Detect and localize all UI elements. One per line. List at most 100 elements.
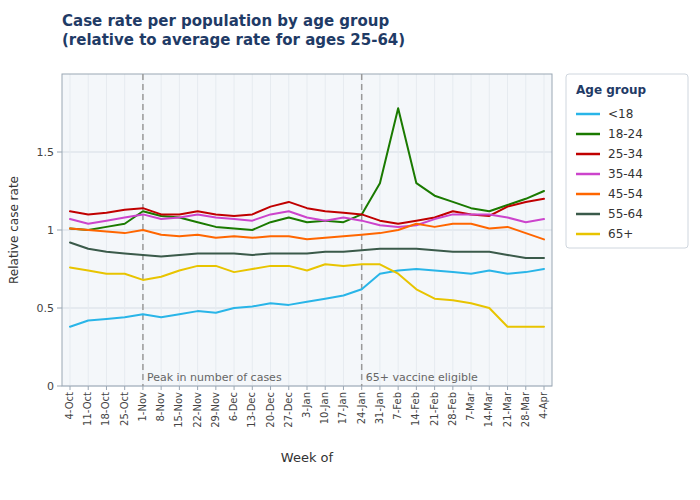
legend-swatch bbox=[576, 133, 600, 136]
x-tick bbox=[124, 386, 125, 390]
x-tick bbox=[398, 386, 399, 390]
x-tick bbox=[471, 386, 472, 390]
x-tick bbox=[142, 386, 143, 390]
x-tick-label: 6-Dec bbox=[228, 392, 239, 421]
x-grid-line bbox=[343, 74, 344, 386]
legend-entry: 65+ bbox=[608, 227, 633, 241]
x-tick-label: 20-Dec bbox=[265, 392, 276, 428]
x-grid-line bbox=[161, 74, 162, 386]
x-tick-label: 15-Nov bbox=[173, 392, 184, 428]
x-tick bbox=[416, 386, 417, 390]
x-grid-line bbox=[197, 74, 198, 386]
plot-frame bbox=[62, 74, 552, 386]
x-grid-line bbox=[361, 74, 362, 386]
page-body: {"chart_data": { "type": "line", "title"… bbox=[0, 0, 700, 500]
y-tick-label: 0.5 bbox=[37, 302, 55, 315]
x-tick bbox=[343, 386, 344, 390]
legend-title: Age group bbox=[576, 83, 646, 97]
annotation-line bbox=[361, 74, 363, 386]
x-tick bbox=[197, 386, 198, 390]
x-axis-label: Week of bbox=[281, 450, 334, 465]
data-lines bbox=[70, 108, 544, 326]
x-tick bbox=[525, 386, 526, 390]
legend-entry: 55-64 bbox=[608, 207, 643, 221]
x-tick-label: 28-Feb bbox=[447, 392, 458, 426]
x-tick-label: 1-Nov bbox=[137, 392, 148, 422]
x-tick-label: 3-Jan bbox=[301, 392, 312, 418]
x-grid-line bbox=[234, 74, 235, 386]
x-grid-line bbox=[307, 74, 308, 386]
x-grid-line bbox=[379, 74, 380, 386]
x-tick bbox=[544, 386, 545, 390]
x-grid-line bbox=[416, 74, 417, 386]
legend-entry: 18-24 bbox=[608, 127, 643, 141]
x-tick-label: 4-Oct bbox=[64, 392, 75, 420]
y-tick bbox=[57, 308, 62, 309]
x-grid-line bbox=[471, 74, 472, 386]
x-grid-line bbox=[106, 74, 107, 386]
legend-entry: <18 bbox=[608, 107, 633, 121]
x-tick bbox=[252, 386, 253, 390]
series-line bbox=[70, 242, 544, 258]
x-tick-label: 27-Dec bbox=[283, 392, 294, 428]
legend-swatch bbox=[576, 153, 600, 156]
title: Case rate per population by age group(re… bbox=[62, 12, 405, 49]
x-tick bbox=[379, 386, 380, 390]
page: Chart html, body { margin: 0; padding: 0… bbox=[0, 0, 700, 500]
x-tick bbox=[325, 386, 326, 390]
x-tick-label: 13-Dec bbox=[246, 392, 257, 428]
y-tick-label: 1.5 bbox=[37, 146, 55, 159]
x-tick bbox=[489, 386, 490, 390]
title-line: (relative to average rate for ages 25-64… bbox=[62, 31, 405, 49]
annotation-text: 65+ vaccine eligible bbox=[366, 371, 478, 384]
title-line: Case rate per population by age group bbox=[62, 12, 389, 30]
x-tick bbox=[270, 386, 271, 390]
x-grid-line bbox=[179, 74, 180, 386]
x-tick-label: 21-Feb bbox=[429, 392, 440, 426]
x-tick bbox=[452, 386, 453, 390]
x-tick-label: 7-Mar bbox=[465, 391, 476, 421]
x-tick-label: 21-Mar bbox=[502, 391, 513, 427]
y-tick bbox=[57, 152, 62, 153]
plot-area bbox=[62, 74, 552, 386]
x-tick-label: 11-Oct bbox=[82, 392, 93, 426]
x-tick-label: 29-Nov bbox=[210, 392, 221, 428]
x-grid-line bbox=[215, 74, 216, 386]
x-tick-label: 8-Nov bbox=[155, 392, 166, 422]
series-line bbox=[70, 108, 544, 230]
x-tick bbox=[215, 386, 216, 390]
x-grid-line bbox=[325, 74, 326, 386]
x-tick bbox=[507, 386, 508, 390]
x-tick bbox=[307, 386, 308, 390]
x-tick-label: 7-Feb bbox=[392, 392, 403, 420]
legend: Age group<1818-2425-3435-4445-5455-6465+ bbox=[566, 74, 688, 248]
legend-swatch bbox=[576, 193, 600, 196]
y-tick bbox=[57, 386, 62, 387]
x-tick-label: 14-Feb bbox=[410, 392, 421, 426]
series-line bbox=[70, 264, 544, 326]
x-tick bbox=[179, 386, 180, 390]
x-tick-label: 14-Mar bbox=[483, 391, 494, 427]
y-axis-label: Relative case rate bbox=[7, 176, 21, 284]
x-tick-label: 10-Jan bbox=[319, 392, 330, 424]
grid bbox=[62, 74, 552, 386]
legend-entry: 35-44 bbox=[608, 167, 643, 181]
series-line bbox=[70, 269, 544, 327]
legend-entry: 25-34 bbox=[608, 147, 643, 161]
x-tick bbox=[88, 386, 89, 390]
x-tick-label: 22-Nov bbox=[192, 392, 203, 428]
x-grid-line bbox=[434, 74, 435, 386]
x-tick-label: 25-Oct bbox=[119, 392, 130, 426]
x-tick bbox=[161, 386, 162, 390]
x-grid-line bbox=[489, 74, 490, 386]
legend-swatch bbox=[576, 113, 600, 116]
x-tick-label: 17-Jan bbox=[337, 392, 348, 424]
x-grid-line bbox=[124, 74, 125, 386]
x-grid-line bbox=[288, 74, 289, 386]
x-grid-line bbox=[544, 74, 545, 386]
x-tick-label: 28-Mar bbox=[520, 391, 531, 427]
x-tick bbox=[361, 386, 362, 390]
x-tick bbox=[434, 386, 435, 390]
chart: Case rate per population by age group(re… bbox=[0, 0, 700, 500]
x-grid-line bbox=[525, 74, 526, 386]
